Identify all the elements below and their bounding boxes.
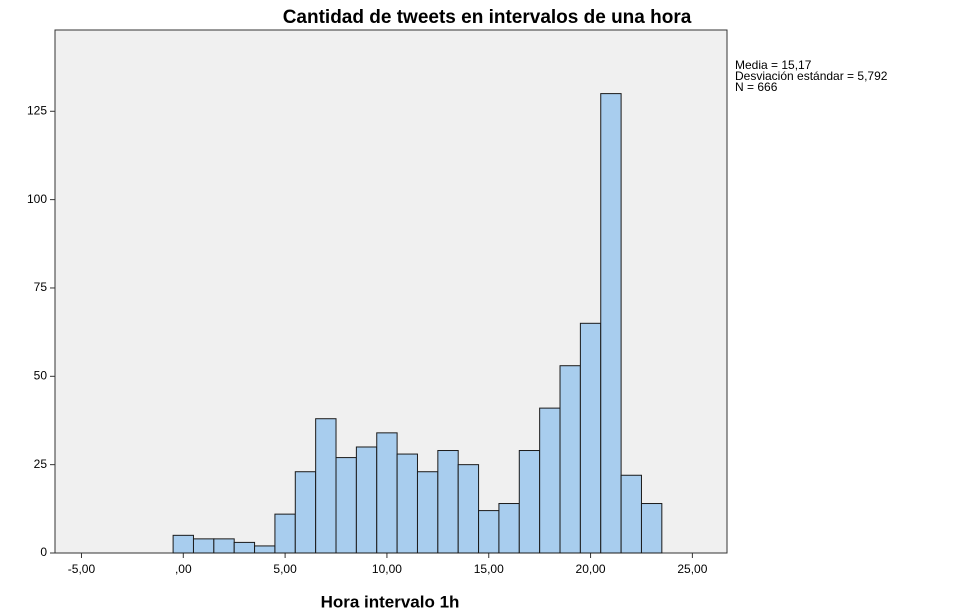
y-tick-label: 100 xyxy=(27,192,47,206)
bar xyxy=(315,418,337,554)
bar xyxy=(518,450,541,554)
bar xyxy=(498,503,520,554)
x-tick-label: 25,00 xyxy=(677,562,707,576)
bar xyxy=(640,503,663,554)
bar xyxy=(416,471,439,554)
y-tick-label: 75 xyxy=(34,280,48,294)
x-tick-label: 20,00 xyxy=(576,562,606,576)
y-tick-label: 25 xyxy=(34,457,48,471)
bar xyxy=(254,545,276,554)
x-axis-label: Hora intervalo 1h xyxy=(321,592,460,611)
bar xyxy=(579,322,602,554)
x-tick-label: 15,00 xyxy=(474,562,504,576)
x-tick-label: 10,00 xyxy=(372,562,402,576)
bar xyxy=(274,513,296,554)
bar xyxy=(620,474,642,554)
y-tick-label: 0 xyxy=(40,545,47,559)
bar xyxy=(294,471,317,554)
bar xyxy=(457,464,480,554)
bar xyxy=(213,538,235,554)
bar xyxy=(559,365,581,554)
bar xyxy=(172,534,194,554)
y-tick-label: 50 xyxy=(34,368,48,382)
y-tick-label: 125 xyxy=(27,103,47,117)
bar xyxy=(600,93,622,554)
bar xyxy=(233,541,256,554)
chart-title: Cantidad de tweets en intervalos de una … xyxy=(283,7,692,28)
x-tick-label: ,00 xyxy=(175,562,192,576)
bar xyxy=(437,450,459,554)
stats-annotation: N = 666 xyxy=(735,80,778,94)
x-tick-label: -5,00 xyxy=(68,562,96,576)
bar xyxy=(376,432,398,554)
bar xyxy=(335,457,357,554)
bar xyxy=(478,510,500,554)
stats-annotation: Media = 15,17 xyxy=(735,58,812,72)
bar xyxy=(192,538,215,554)
bar xyxy=(355,446,378,554)
x-tick-label: 5,00 xyxy=(273,562,297,576)
bar xyxy=(396,453,418,554)
bar xyxy=(539,407,561,554)
stats-annotation: Desviación estándar = 5,792 xyxy=(735,69,888,83)
